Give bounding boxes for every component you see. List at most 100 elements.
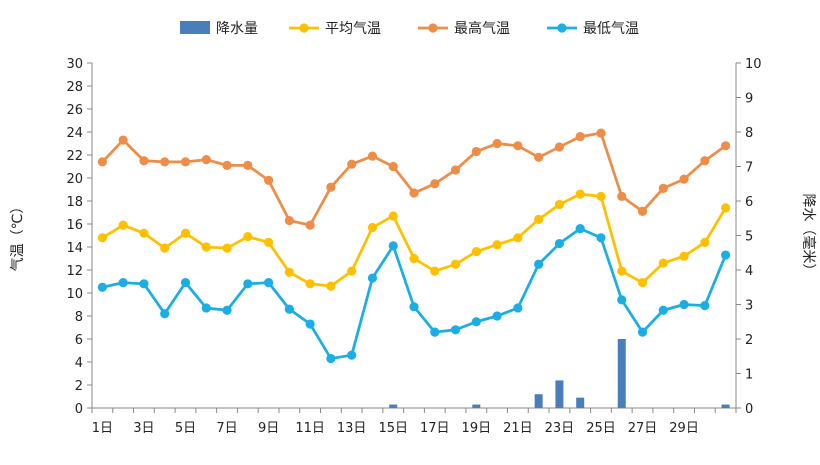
- 平均气温-point: [554, 199, 565, 210]
- 最高气温-point: [160, 157, 170, 167]
- 最高气温-point: [201, 155, 211, 165]
- 平均气温-point: [471, 247, 481, 257]
- legend-label: 平均气温: [325, 21, 381, 37]
- 最低气温-point: [305, 319, 315, 329]
- y-right-tick-label: 10: [745, 57, 762, 72]
- y-right-tick-label: 0: [745, 402, 753, 417]
- 最高气温-point: [513, 141, 523, 151]
- 最高气温-point: [222, 160, 232, 170]
- y-right-tick-label: 8: [745, 126, 753, 141]
- y-left-tick-label: 18: [66, 195, 83, 210]
- 最高气温-point: [263, 175, 274, 185]
- 最高气温-point: [180, 157, 191, 167]
- 最高气温-point: [118, 135, 128, 145]
- 最低气温-point: [450, 325, 461, 335]
- 最高气温-point: [471, 146, 481, 157]
- 最低气温-point: [409, 302, 419, 312]
- x-tick-label: 25日: [586, 421, 616, 436]
- 最低气温-point: [575, 224, 585, 234]
- x-tick-label: 9日: [258, 421, 279, 436]
- precipitation-bar: [576, 397, 585, 408]
- y-right-tick-label: 4: [745, 264, 753, 279]
- 平均气温-point: [139, 228, 149, 238]
- 最低气温-point: [160, 309, 170, 319]
- 最高气温-point: [679, 174, 689, 184]
- 最低气温-point: [284, 304, 294, 314]
- 最高气温-point: [596, 128, 606, 138]
- y-left-tick-label: 22: [66, 149, 83, 164]
- 平均气温-point: [492, 240, 502, 250]
- 平均气温-point: [700, 237, 710, 247]
- y-left-tick-label: 8: [75, 310, 83, 325]
- 最高气温-point: [658, 183, 668, 193]
- x-tick-label: 21日: [503, 421, 533, 436]
- 最高气温-point: [554, 142, 565, 152]
- 平均气温-point: [118, 220, 128, 230]
- 平均气温-point: [596, 191, 606, 201]
- 最低气温-line: [102, 227, 727, 360]
- 平均气温-point: [430, 266, 440, 276]
- y-right-tick-label: 1: [745, 368, 753, 383]
- y-left-tick-label: 26: [66, 103, 83, 118]
- temperature-lines: [97, 128, 731, 364]
- 平均气温-point: [347, 266, 357, 276]
- 最高气温-point: [700, 156, 710, 166]
- x-tick-label: 17日: [420, 421, 450, 436]
- x-tick-label: 13日: [337, 421, 367, 436]
- x-tick-label: 11日: [295, 421, 325, 436]
- 最低气温-point: [492, 311, 502, 321]
- precipitation-bar: [555, 380, 564, 408]
- x-tick-label: 19日: [462, 421, 492, 436]
- y-right-tick-label: 7: [745, 161, 753, 176]
- 最低气温-point: [388, 241, 398, 251]
- x-tick-label: 27日: [628, 421, 658, 436]
- 最低气温-point: [118, 278, 128, 288]
- 最高气温-point: [450, 165, 461, 175]
- y-left-tick-label: 4: [75, 356, 83, 371]
- 最低气温-point: [180, 278, 191, 288]
- 最高气温-point: [492, 138, 502, 149]
- 平均气温-point: [160, 243, 170, 253]
- y-left-tick-label: 10: [66, 287, 83, 302]
- 最高气温-point: [305, 220, 315, 230]
- 最低气温-point: [617, 295, 627, 305]
- 最高气温-point: [284, 215, 294, 226]
- 最低气温-point: [700, 301, 710, 311]
- 最低气温-point: [367, 273, 378, 283]
- 最低气温-point: [97, 282, 107, 292]
- 最高气温-point: [347, 159, 357, 169]
- 平均气温-line: [101, 192, 727, 288]
- 平均气温-point: [617, 266, 627, 276]
- 最高气温-point: [97, 157, 107, 167]
- 平均气温-point: [305, 279, 315, 289]
- y-right-tick-label: 2: [745, 333, 753, 348]
- 最高气温-point: [409, 188, 419, 198]
- legend-label: 降水量: [216, 21, 258, 37]
- 最低气温-point: [534, 259, 544, 269]
- 最低气温-point: [201, 303, 211, 313]
- y-left-tick-label: 30: [66, 57, 83, 72]
- precipitation-bar: [534, 394, 543, 408]
- x-tick-label: 29日: [669, 421, 699, 436]
- x-tick-label: 5日: [175, 421, 196, 436]
- legend-swatch-bar: [180, 21, 210, 34]
- 平均气温-point: [367, 222, 378, 233]
- y-right-tick-label: 5: [745, 230, 753, 245]
- precipitation-bar: [721, 404, 730, 408]
- 平均气温-point: [637, 278, 648, 288]
- 最低气温-point: [347, 350, 357, 360]
- 最低气温-point: [243, 279, 253, 289]
- 平均气温-point: [222, 243, 232, 253]
- 平均气温-point: [201, 242, 211, 252]
- y-right-tick-label: 6: [745, 195, 753, 210]
- y-left-tick-label: 6: [75, 333, 83, 348]
- 最低气温-point: [658, 305, 668, 315]
- legend-label: 最低气温: [583, 21, 639, 37]
- 最低气温-point: [326, 353, 336, 364]
- 最高气温-point: [243, 160, 253, 170]
- 最高气温-point: [637, 206, 648, 216]
- x-tick-label: 7日: [216, 421, 237, 436]
- 平均气温-point: [180, 228, 191, 238]
- y-right-axis-title: 降水（毫米）: [800, 194, 817, 278]
